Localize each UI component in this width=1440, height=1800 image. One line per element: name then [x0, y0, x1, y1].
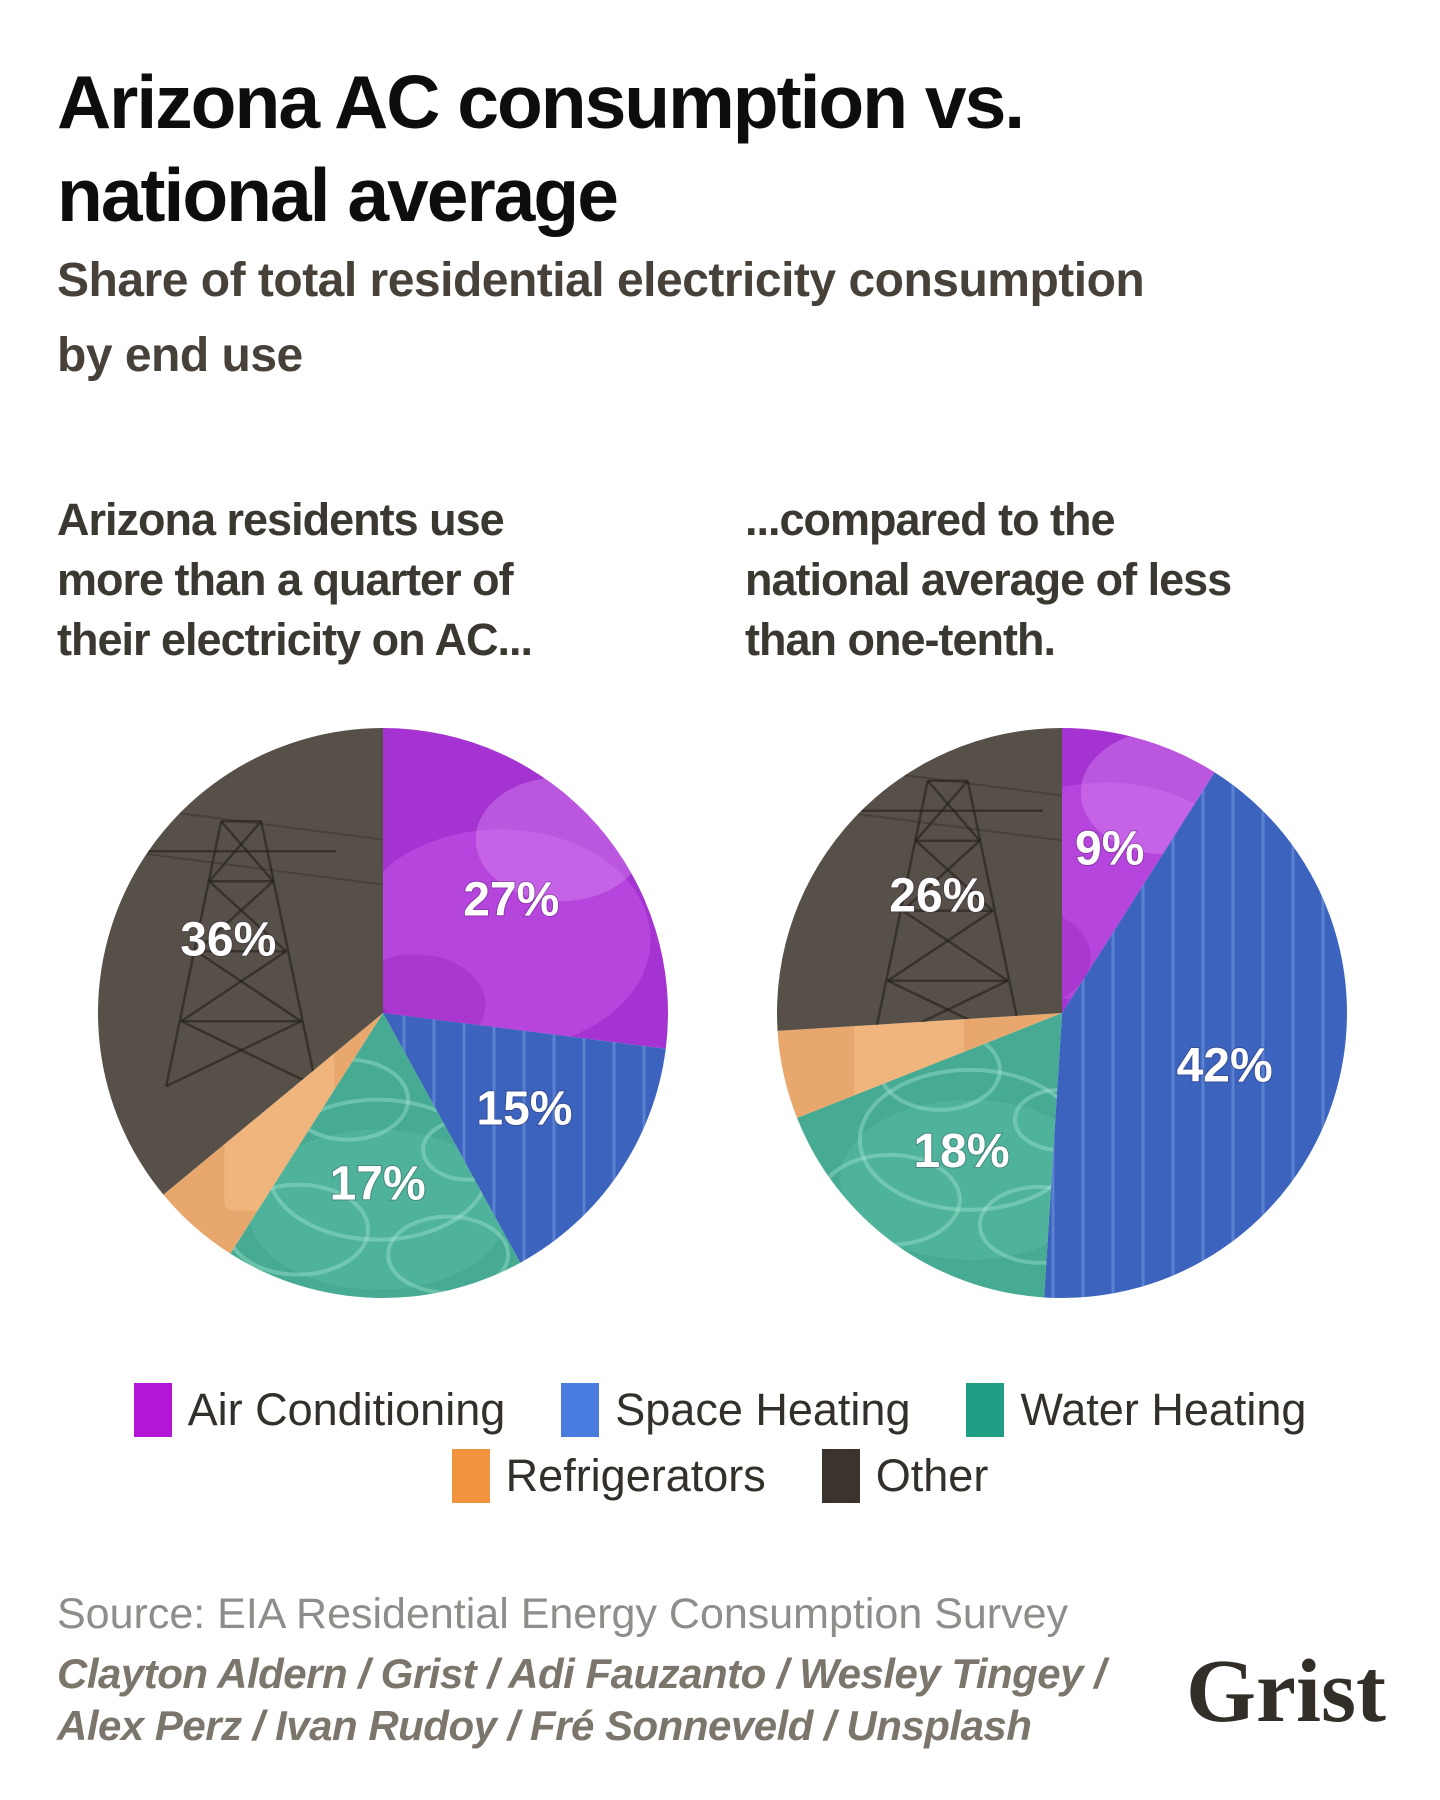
- legend-swatch-other: [821, 1449, 860, 1503]
- legend-swatch-space_heating: [561, 1383, 600, 1437]
- pie-national-value-label-water_heating: 18%: [913, 1125, 1009, 1178]
- legend: Air Conditioning Space Heating Water Heati…: [0, 1383, 1440, 1503]
- page-subtitle: Share of total residential electricity c…: [57, 254, 1145, 382]
- pie-national-value-label-space_heating: 42%: [1177, 1039, 1273, 1092]
- legend-item-water_heating: Water Heating: [966, 1383, 1306, 1437]
- legend-row-1: Air Conditioning Space Heating Water Heati…: [133, 1383, 1306, 1437]
- pie-arizona-slice-other: [97, 728, 384, 1195]
- pie-arizona-value-label-space_heating: 15%: [476, 1083, 572, 1136]
- pie-arizona-value-label-water_heating: 17%: [330, 1157, 426, 1210]
- legend-row-2: Refrigerators Other: [451, 1449, 989, 1503]
- legend-item-ac: Air Conditioning: [133, 1383, 506, 1437]
- pie-arizona-slice-space_heating: [383, 1013, 666, 1263]
- pie-national-slice-other: [777, 728, 1062, 1031]
- pie-arizona-value-label-ac: 27%: [463, 873, 559, 926]
- pie-national-value-label-ac: 9%: [1075, 822, 1144, 875]
- source-note: Source: EIA Residential Energy Consumpti…: [57, 1590, 1069, 1638]
- page-title: Arizona AC consumption vs. national aver…: [57, 60, 1025, 237]
- grist-logo: Grist: [1186, 1642, 1386, 1741]
- pie-arizona-slice-ac: [383, 728, 668, 1049]
- pie-national-slice-ac: [1062, 728, 1215, 1013]
- legend-label-water_heating: Water Heating: [1020, 1384, 1307, 1435]
- legend-label-ac: Air Conditioning: [187, 1384, 506, 1435]
- legend-item-space_heating: Space Heating: [561, 1383, 910, 1437]
- pie-chart-national: 9% 42% 18% 26%: [776, 728, 1347, 1299]
- pie-national-texture-other: [776, 744, 1062, 1031]
- pie-arizona-texture-other: [97, 785, 384, 1088]
- legend-swatch-water_heating: [966, 1383, 1005, 1437]
- legend-swatch-refrigerators: [451, 1449, 490, 1503]
- pie-chart-arizona: 27% 15% 17% 36%: [97, 728, 668, 1298]
- pie-national-value-label-other: 26%: [889, 869, 985, 922]
- annotation-national: ...compared to the national average of l…: [745, 494, 1232, 665]
- legend-label-space_heating: Space Heating: [615, 1384, 911, 1435]
- legend-label-refrigerators: Refrigerators: [505, 1450, 766, 1501]
- annotation-arizona: Arizona residents use more than a quarte…: [57, 494, 533, 665]
- legend-item-other: Other: [821, 1449, 989, 1503]
- legend-label-other: Other: [875, 1450, 989, 1501]
- pie-arizona-value-label-other: 36%: [180, 914, 276, 967]
- legend-item-refrigerators: Refrigerators: [451, 1449, 766, 1503]
- pie-national-slice-space_heating: [1044, 772, 1347, 1298]
- pie-arizona-slice-water_heating: [230, 1013, 521, 1298]
- legend-swatch-ac: [133, 1383, 172, 1437]
- pie-national-slice-water_heating: [797, 1013, 1062, 1298]
- photo-credits: Clayton Aldern / Grist / Adi Fauzanto / …: [57, 1650, 1106, 1749]
